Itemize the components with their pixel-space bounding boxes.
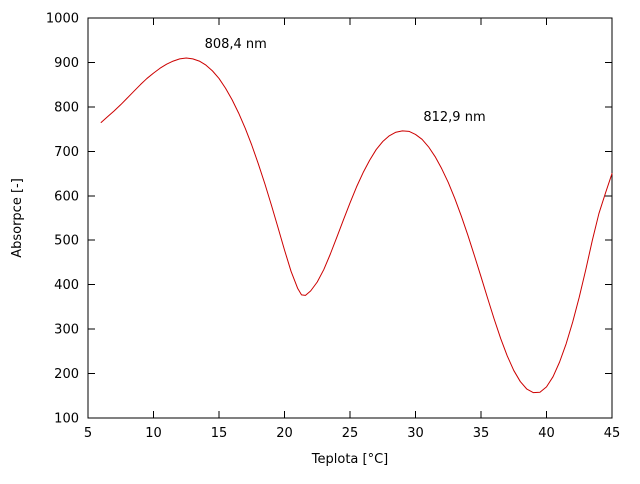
x-tick-label: 15: [211, 426, 228, 441]
x-tick-label: 10: [145, 426, 162, 441]
y-tick-label: 1000: [46, 12, 79, 27]
x-tick-label: 45: [604, 426, 621, 441]
y-tick-label: 600: [54, 189, 79, 204]
x-tick-label: 40: [538, 426, 555, 441]
y-tick-label: 500: [54, 234, 79, 249]
x-tick-label: 5: [84, 426, 92, 441]
y-axis-label: Absorpce [-]: [10, 178, 25, 258]
x-tick-label: 30: [407, 426, 424, 441]
x-axis-label: Teplota [°C]: [311, 452, 388, 467]
y-tick-label: 100: [54, 412, 79, 427]
annotation-label-2: 812,9 nm: [423, 110, 485, 125]
plot-border: [87, 17, 613, 419]
y-tick-label: 900: [54, 56, 79, 71]
y-tick-label: 700: [54, 145, 79, 160]
x-tick-label: 25: [342, 426, 359, 441]
y-tick-label: 800: [54, 100, 79, 115]
x-tick-label: 20: [276, 426, 293, 441]
x-tick-label: 35: [473, 426, 490, 441]
y-tick-label: 400: [54, 278, 79, 293]
data-curve: [100, 57, 613, 394]
y-tick-label: 200: [54, 367, 79, 382]
annotation-label-1: 808,4 nm: [205, 37, 267, 52]
y-tick-label: 300: [54, 323, 79, 338]
